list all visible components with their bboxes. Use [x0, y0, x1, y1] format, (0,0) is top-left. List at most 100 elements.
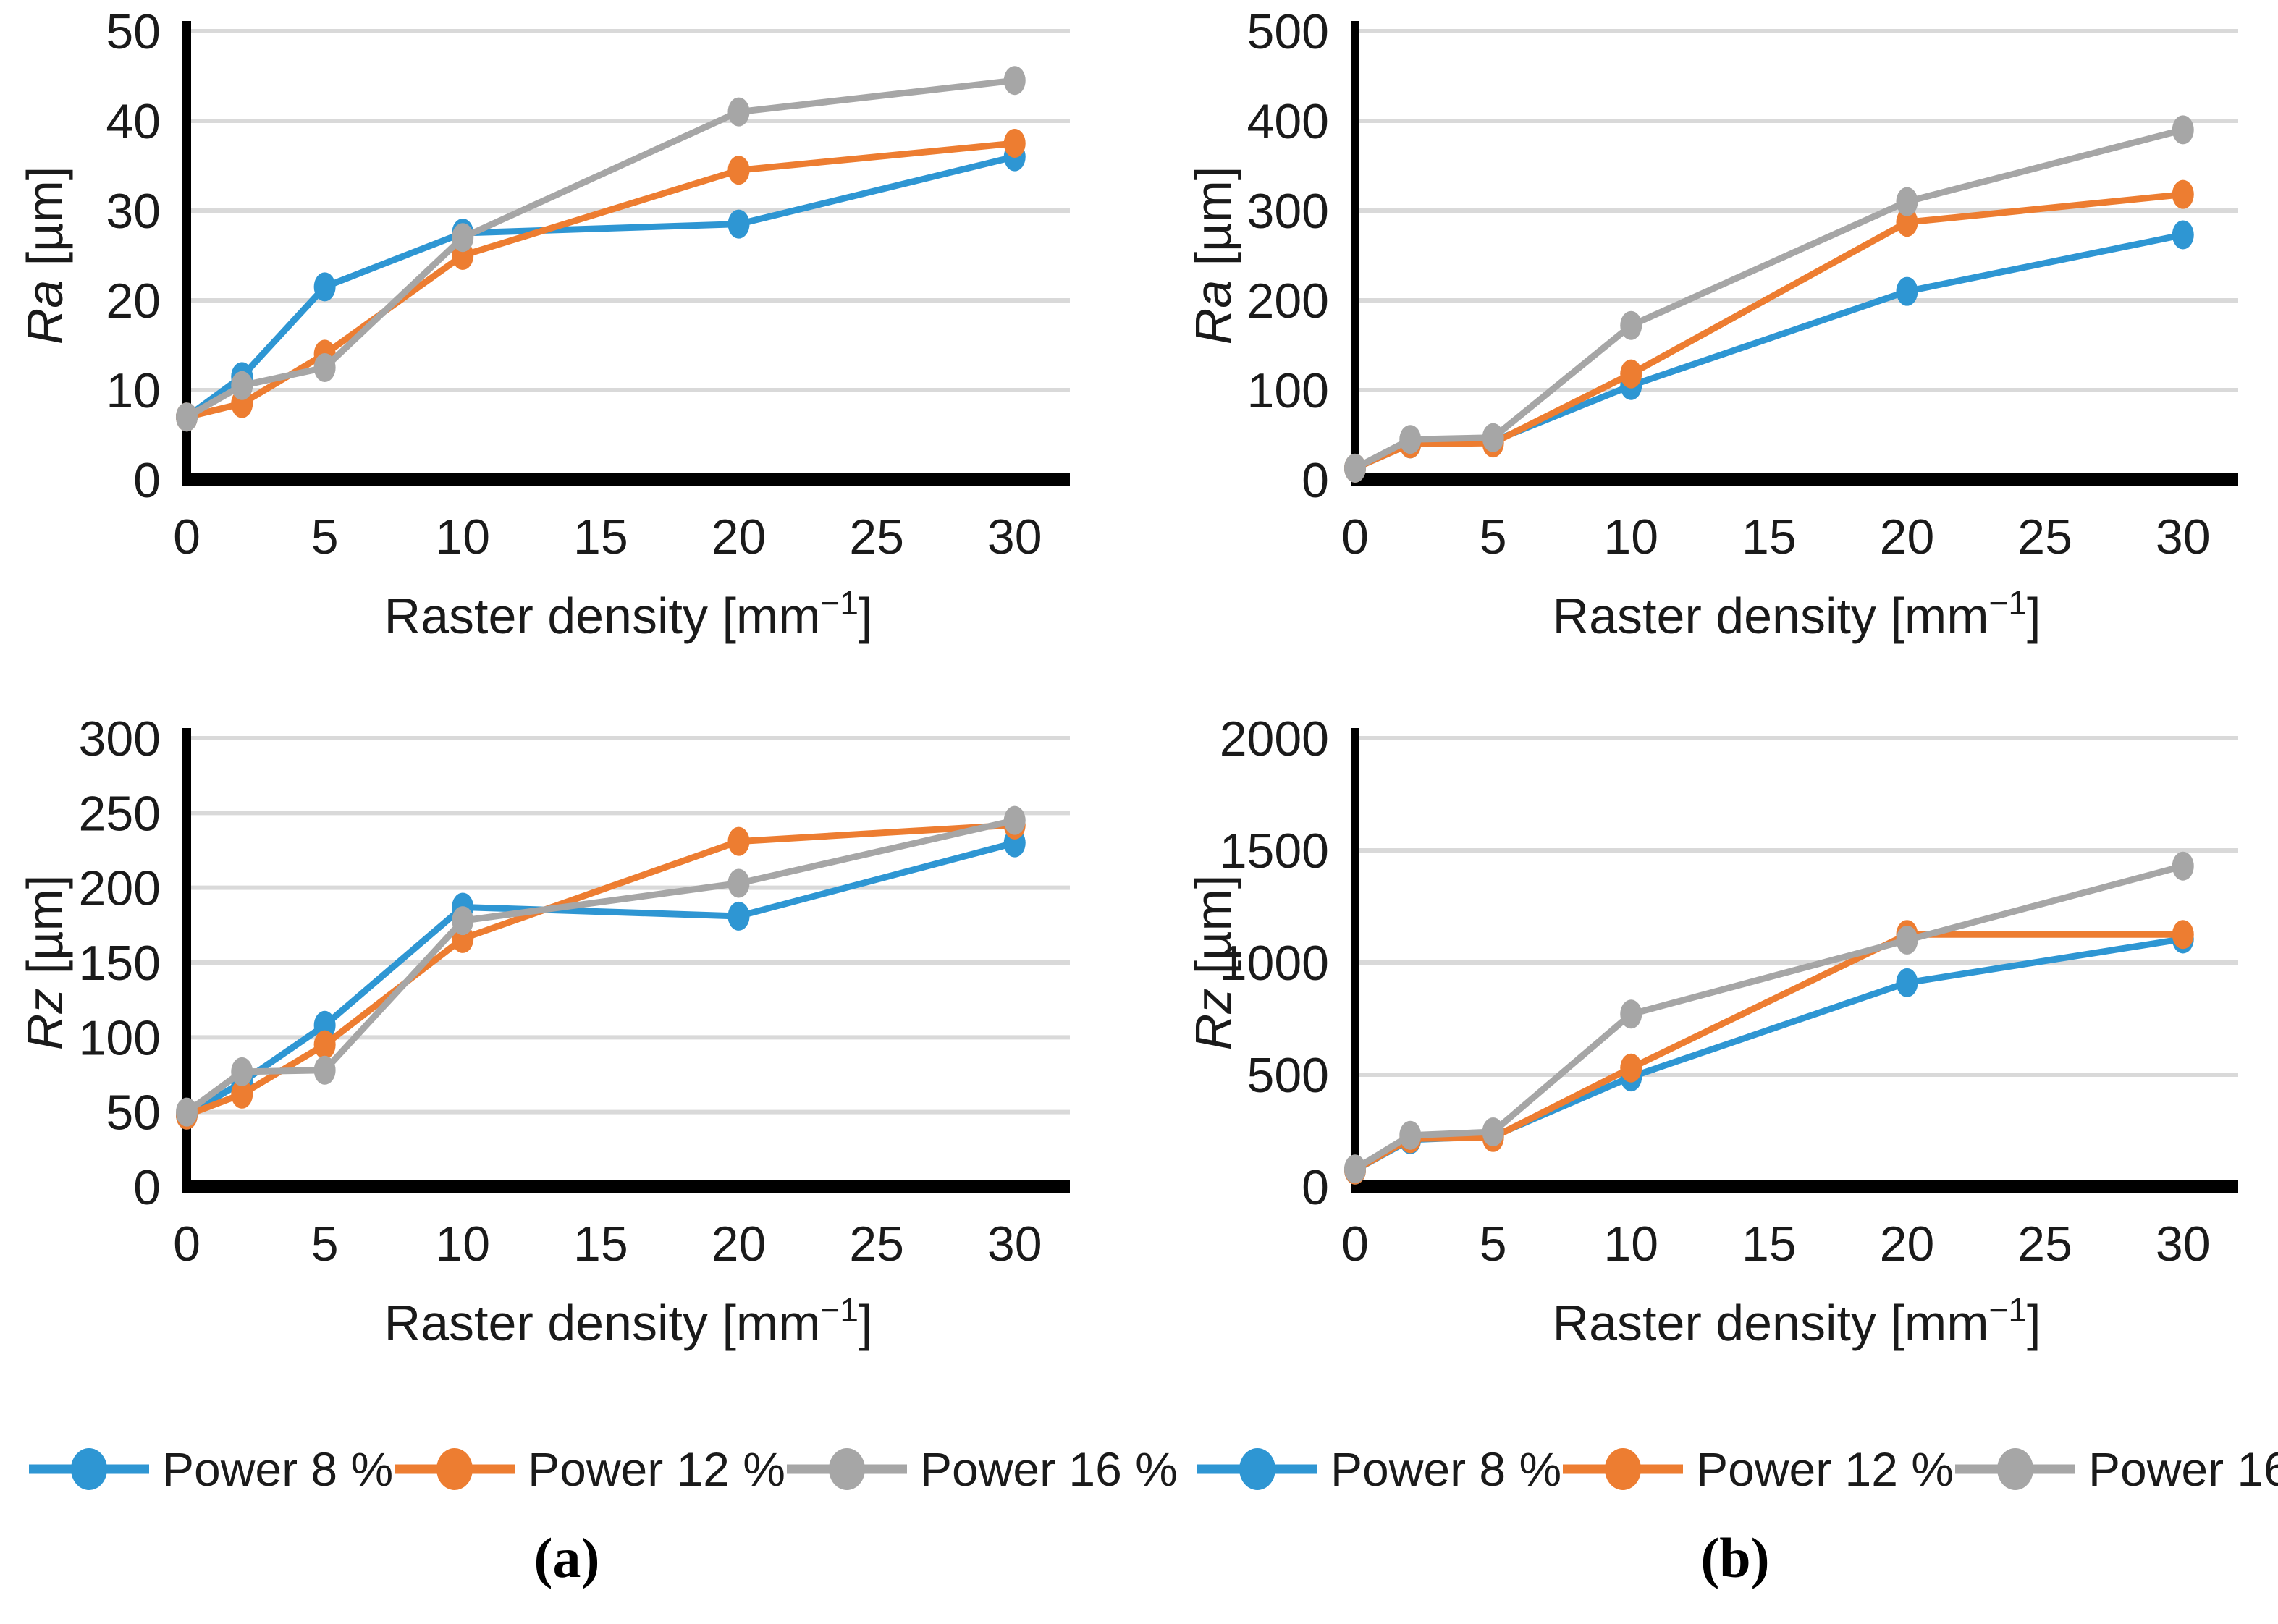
x-tick-label: 5: [311, 1217, 339, 1272]
x-tick-label: 20: [712, 509, 767, 564]
x-tick-label: 5: [1480, 509, 1507, 564]
legend-label: Power 8 %: [1330, 1442, 1562, 1496]
y-tick-labels: 0 100 200 300 400 500: [1247, 6, 1329, 508]
y-tick-label: 1500: [1220, 824, 1329, 879]
series-line-blue: [1351, 231, 2187, 472]
y-tick-label: 250: [79, 786, 161, 841]
y-tick-labels: 0 50 100 150 200 250 300: [79, 713, 161, 1215]
x-tick-label: 30: [987, 509, 1042, 564]
legend-item-power-16: Power 16 %: [785, 1442, 1178, 1497]
data-point: [2172, 115, 2194, 145]
data-point: [1620, 359, 1642, 389]
data-point: [1896, 208, 1918, 237]
data-point: [727, 901, 750, 931]
chart-ra-a-svg: 0 10 20 30 40 50 0 5 10 15 20 25 30 Raster density [m…: [20, 6, 1070, 644]
series-line-blue: [183, 840, 1018, 1119]
data-point: [1399, 425, 1422, 454]
series-line-gray: [183, 817, 1018, 1116]
series-markers-orange: [176, 810, 1026, 1130]
legend-item-power-12: Power 12 %: [1561, 1442, 1954, 1497]
x-tick-label: 10: [1603, 1217, 1658, 1272]
y-tick-label: 10: [106, 363, 161, 418]
y-tick-label: 300: [79, 713, 161, 766]
data-point: [231, 1057, 253, 1086]
legend-label: Power 12 %: [528, 1442, 785, 1496]
x-tick-labels: 0 5 10 15 20 25 30: [173, 1217, 1042, 1272]
data-point: [1896, 276, 1918, 306]
y-tick-label: 200: [1247, 274, 1329, 329]
y-tick-label: 0: [133, 453, 161, 508]
y-tick-label: 50: [106, 1086, 161, 1141]
x-tick-label: 20: [712, 1217, 767, 1272]
legend-item-power-8: Power 8 %: [28, 1442, 393, 1497]
x-tick-label: 10: [1603, 509, 1658, 564]
data-point: [1896, 926, 1918, 955]
data-point: [176, 1097, 198, 1127]
data-point: [1620, 999, 1642, 1029]
legend-marker-power-8-icon: [29, 1448, 149, 1490]
x-tick-label: 30: [2156, 509, 2211, 564]
x-tick-label: 15: [1742, 1217, 1797, 1272]
series-line-gray: [1351, 863, 2187, 1172]
x-tick-label: 0: [1341, 1217, 1369, 1272]
data-point: [1896, 187, 1918, 216]
legend-label: Power 16 %: [2088, 1442, 2278, 1496]
legend-label: Power 16 %: [920, 1442, 1178, 1496]
data-point: [1003, 66, 1026, 96]
gridlines: [187, 29, 1070, 392]
legend-marker-power-16-icon: [787, 1448, 907, 1490]
data-point: [727, 868, 750, 898]
legend-label: Power 8 %: [162, 1442, 394, 1496]
data-point: [176, 402, 198, 432]
legend-b: Power 8 % Power 12 % Power 16 %: [1189, 1437, 2278, 1502]
data-point: [231, 1079, 253, 1109]
y-tick-label: 0: [133, 1160, 161, 1215]
y-tick-label: 1000: [1220, 936, 1329, 991]
legend-marker-power-16-icon: [1955, 1448, 2075, 1490]
x-tick-label: 25: [849, 1217, 904, 1272]
chart-ra-b-svg: 0 100 200 300 400 500 0 5 10 15 20 25 30 Raster densi…: [1189, 6, 2238, 644]
y-tick-label: 200: [79, 861, 161, 916]
x-tick-label: 0: [173, 509, 201, 564]
data-point: [727, 97, 750, 127]
legend-marker-power-12-icon: [395, 1448, 515, 1490]
data-point: [313, 1055, 336, 1085]
y-tick-label: 0: [1302, 453, 1329, 508]
gridlines: [1355, 736, 2238, 1077]
y-axis-title: Ra [µm]: [1189, 166, 1241, 344]
data-point: [2172, 851, 2194, 881]
chart-ra-b: 0 100 200 300 400 500 0 5 10 15 20 25 30 Raster densi…: [1189, 6, 2274, 657]
legend-a: Power 8 % Power 12 % Power 16 %: [20, 1437, 1178, 1502]
data-point: [313, 272, 336, 302]
x-tick-label: 20: [1880, 1217, 1935, 1272]
x-tick-label: 5: [1480, 1217, 1507, 1272]
x-tick-label: 20: [1880, 509, 1935, 564]
legend-item-power-16: Power 16 %: [1954, 1442, 2278, 1497]
x-tick-label: 10: [435, 1217, 490, 1272]
data-point: [2172, 179, 2194, 209]
series-line-gray: [183, 77, 1018, 420]
x-tick-label: 10: [435, 509, 490, 564]
data-point: [1620, 310, 1642, 340]
x-tick-label: 5: [311, 509, 339, 564]
series-markers-gray: [1344, 115, 2194, 483]
y-tick-label: 50: [106, 6, 161, 59]
data-point: [231, 371, 253, 400]
y-axis-title: Rz [µm]: [20, 875, 73, 1051]
chart-rz-b-svg: 0 500 1000 1500 2000 0 5 10 15 20 25 30 Raster densi…: [1189, 713, 2238, 1351]
y-tick-label: 0: [1302, 1160, 1329, 1215]
caption-a-text: (a): [533, 1526, 600, 1589]
x-tick-label: 25: [2017, 1217, 2072, 1272]
series-markers-gray: [1344, 851, 2194, 1184]
y-tick-label: 100: [1247, 363, 1329, 418]
y-tick-label: 20: [106, 274, 161, 329]
y-tick-label: 30: [106, 184, 161, 239]
data-point: [2172, 920, 2194, 950]
x-tick-labels: 0 5 10 15 20 25 30: [1341, 1217, 2210, 1272]
x-axis-title: Raster density [mm−1]: [384, 584, 873, 644]
y-tick-label: 40: [106, 94, 161, 149]
chart-rz-b: 0 500 1000 1500 2000 0 5 10 15 20 25 30 Raster densi…: [1189, 713, 2274, 1364]
data-point: [452, 223, 474, 253]
y-tick-label: 500: [1247, 6, 1329, 59]
chart-ra-a: 0 10 20 30 40 50 0 5 10 15 20 25 30 Raster density [m…: [20, 6, 1106, 657]
